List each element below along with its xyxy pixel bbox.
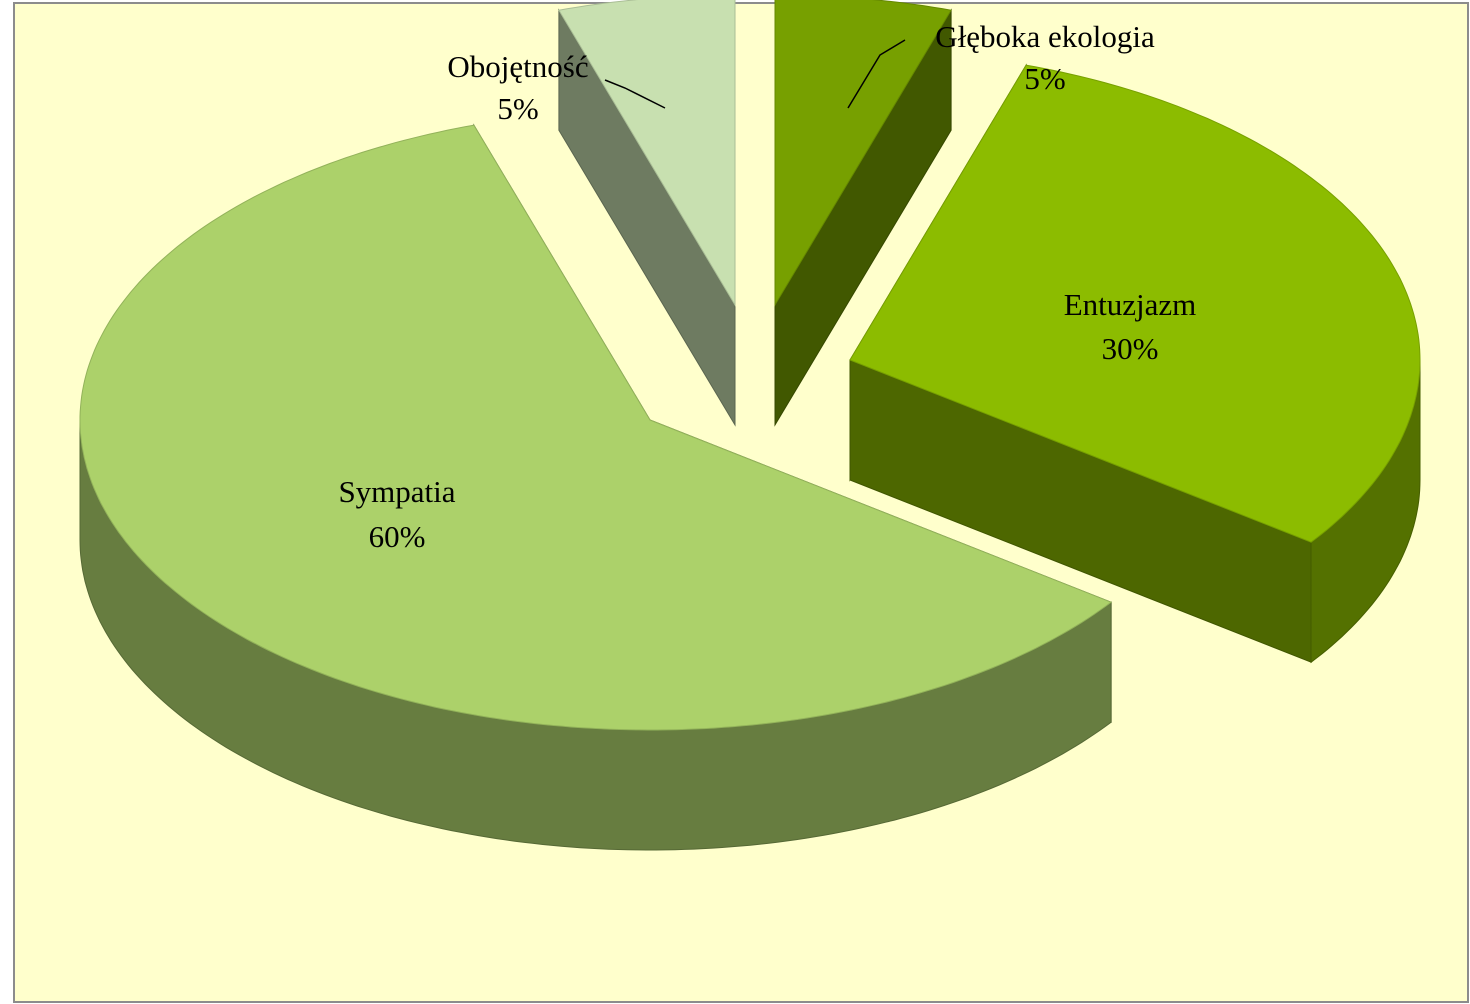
category-label: Głęboka ekologia <box>935 19 1155 54</box>
value-label: 5% <box>497 91 538 126</box>
leader-line <box>847 39 906 109</box>
category-label: Sympatia <box>338 474 455 509</box>
slice <box>558 0 736 307</box>
slice <box>849 64 1421 543</box>
category-label: Obojętność <box>447 49 588 84</box>
value-label: 5% <box>1024 61 1065 96</box>
value-label: 60% <box>369 519 426 554</box>
leader-line <box>604 79 666 109</box>
slices <box>79 0 1421 851</box>
value-label: 30% <box>1102 331 1159 366</box>
slice <box>774 0 952 307</box>
labels: Głęboka ekologia 5% Entuzjazm 30% Sympatia 60… <box>338 19 1196 554</box>
slice <box>79 124 1113 731</box>
category-label: Entuzjazm <box>1064 287 1197 322</box>
